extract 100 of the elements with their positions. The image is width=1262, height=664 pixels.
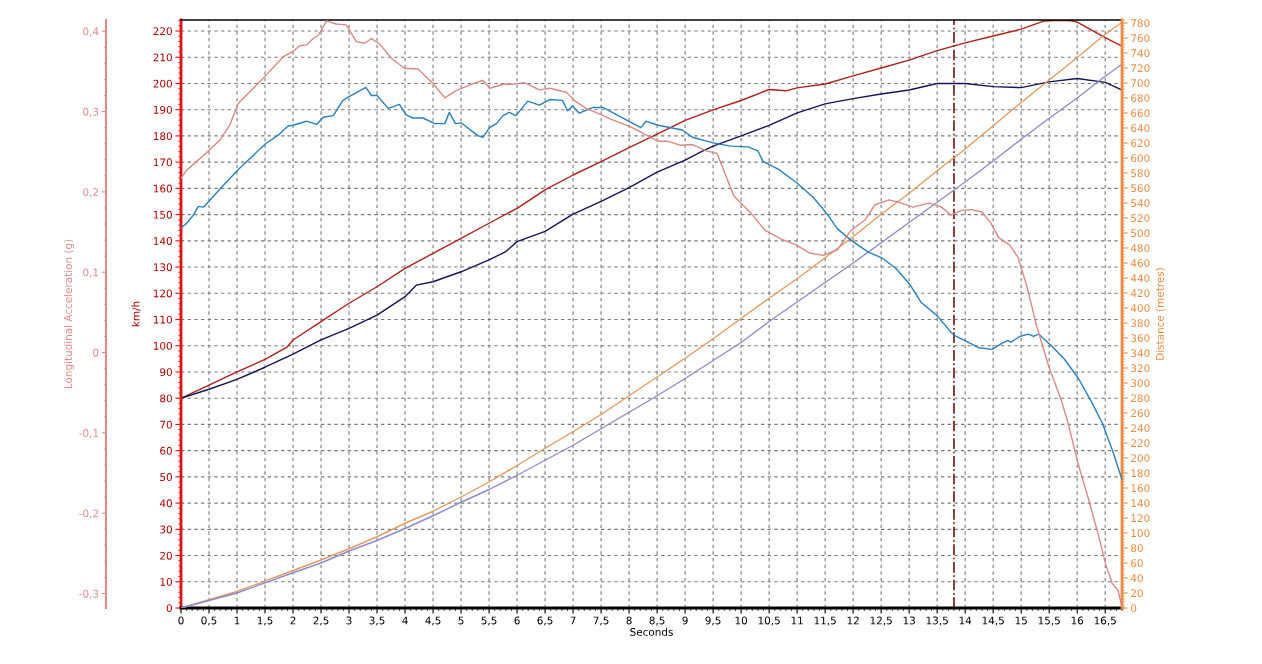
y2-tick-label: 160	[1131, 484, 1150, 493]
x-tick-label: 8,5	[649, 616, 665, 626]
y-tick-label: 150	[153, 210, 172, 219]
y2-tick-label: 20	[1131, 589, 1143, 598]
x-tick-label: 16	[1071, 616, 1084, 625]
x-tick-label: 5	[458, 616, 464, 625]
y2-tick-label: 260	[1131, 409, 1150, 418]
x-tick-label: 6	[514, 616, 520, 625]
x-tick-label: 15,5	[1038, 616, 1060, 626]
y2-tick-label: 60	[1131, 559, 1143, 568]
y2-tick-label: 220	[1131, 439, 1150, 448]
x-tick-label: 10,5	[758, 616, 780, 626]
x-tick-label: 0,5	[201, 616, 217, 626]
y2-tick-label: 0	[1131, 604, 1137, 613]
y2-tick-label: 240	[1131, 424, 1150, 433]
y-tick-label: 90	[160, 368, 172, 377]
y2-tick-label: 660	[1131, 109, 1150, 118]
y-tick-label: 160	[153, 184, 172, 193]
y2-tick-label: 720	[1131, 64, 1150, 73]
y-tick-label: 200	[153, 79, 172, 88]
line-series	[181, 77, 1122, 399]
x-tick-label: 14	[959, 616, 972, 625]
y-tick-label: 130	[153, 263, 172, 272]
y-tick-label: 80	[160, 394, 172, 403]
y2-tick-label: 780	[1131, 19, 1150, 28]
x-tick-label: 1,5	[257, 616, 273, 626]
y2-tick-label: 80	[1131, 544, 1143, 553]
x-tick-label: 0	[178, 616, 184, 625]
y2-tick-label: 40	[1130, 574, 1143, 583]
y-tick-label: 210	[153, 53, 172, 62]
y2-tick-label: 360	[1131, 334, 1150, 343]
x-tick-label: 15	[1015, 616, 1027, 625]
x-tick-label: 12,5	[870, 616, 892, 626]
y2-tick-label: 140	[1131, 499, 1150, 508]
y2-tick-label: 700	[1131, 79, 1150, 88]
y2-tick-label: 480	[1130, 244, 1150, 253]
y2-tick-label: 440	[1130, 274, 1150, 283]
y2-tick-label: 300	[1131, 379, 1150, 388]
x-tick-label: 9	[682, 616, 688, 625]
x-tick-label: 11	[791, 616, 803, 625]
line-series	[181, 86, 1122, 481]
y2-tick-label: 520	[1131, 214, 1150, 223]
x-tick-label: 16,5	[1094, 616, 1116, 626]
x-tick-label: 6,5	[537, 616, 553, 626]
x-tick-label: 7,5	[593, 616, 609, 626]
x-axis-title: Seconds	[630, 627, 673, 636]
y3-tick-label: -0,2	[79, 509, 99, 519]
x-tick-label: 4	[402, 616, 408, 625]
y2-tick-label: 740	[1131, 49, 1150, 58]
y2-tick-label: 500	[1131, 229, 1150, 238]
y2-tick-label: 620	[1131, 139, 1150, 148]
x-tick-label: 11,5	[814, 616, 836, 626]
y-tick-label: 180	[153, 132, 172, 141]
y2-tick-label: 120	[1131, 514, 1150, 523]
y2-tick-label: 600	[1131, 154, 1150, 163]
y2-tick-label: 680	[1131, 94, 1150, 103]
y-tick-label: 0	[166, 604, 172, 613]
y-tick-label: 170	[153, 158, 172, 167]
y2-tick-label: 420	[1130, 289, 1150, 298]
x-tick-label: 12	[847, 616, 859, 625]
y2-tick-label: 760	[1131, 34, 1150, 43]
x-tick-label: 3,5	[369, 616, 385, 626]
y-tick-label: 70	[160, 420, 172, 429]
y-tick-label: 220	[153, 27, 172, 36]
y-tick-label: 40	[159, 499, 172, 508]
y2-tick-label: 200	[1131, 454, 1150, 463]
y-tick-label: 60	[160, 446, 172, 455]
y-tick-label: 190	[153, 105, 172, 114]
y-tick-label: 110	[153, 315, 172, 324]
y2-tick-label: 340	[1131, 349, 1150, 358]
y-tick-label: 30	[160, 525, 172, 534]
y3-axis-title: Longitudinal Acceleration (g)	[64, 239, 75, 389]
x-tick-label: 8	[626, 616, 632, 625]
y-tick-label: 10	[160, 578, 172, 586]
y-tick-label: 50	[160, 473, 172, 481]
line-series	[181, 20, 1122, 399]
x-tick-label: 2	[290, 616, 296, 625]
x-tick-label: 14,5	[982, 616, 1004, 626]
y-tick-label: 140	[153, 237, 172, 245]
x-tick-label: 3	[346, 616, 352, 625]
y3-tick-label: 0,4	[83, 27, 99, 37]
y3-tick-label: -0,3	[79, 589, 99, 599]
x-tick-label: 7	[570, 616, 576, 625]
y3-tick-label: 0,1	[83, 268, 99, 278]
x-tick-label: 1	[234, 616, 240, 625]
y2-tick-label: 640	[1131, 124, 1150, 133]
y2-tick-label: 320	[1131, 364, 1150, 373]
x-tick-label: 13,5	[926, 616, 948, 626]
y2-tick-label: 580	[1131, 169, 1150, 178]
y2-axis-title: Distance (metres)	[1155, 268, 1166, 360]
y2-tick-label: 540	[1131, 199, 1150, 208]
y3-tick-label: -0,1	[79, 429, 99, 439]
y2-tick-label: 100	[1131, 529, 1150, 538]
y3-tick-label: 0,3	[83, 107, 99, 117]
x-tick-label: 10	[735, 616, 748, 625]
y3-tick-label: 0,2	[83, 188, 99, 198]
y2-tick-label: 460	[1130, 259, 1150, 268]
y-axis-title: km/h	[131, 301, 141, 327]
y-tick-label: 120	[153, 289, 172, 298]
x-tick-label: 4,5	[425, 616, 441, 626]
